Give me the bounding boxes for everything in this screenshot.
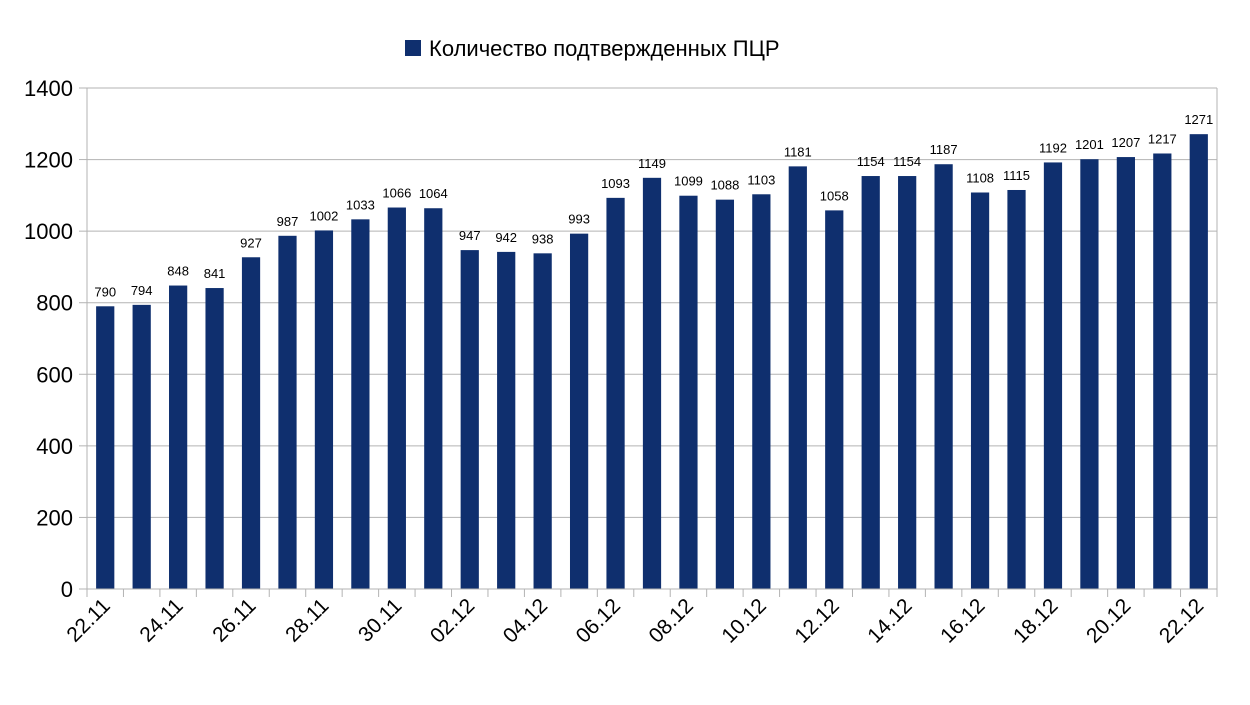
legend-swatch — [405, 40, 421, 56]
bar — [460, 250, 479, 589]
bar — [642, 177, 662, 589]
bar — [606, 197, 625, 590]
x-tick-label: 28.11 — [281, 594, 333, 646]
x-tick-label: 22.11 — [62, 594, 114, 646]
x-tick-label: 16.12 — [936, 594, 989, 647]
y-tick-label: 400 — [36, 434, 73, 459]
bar — [715, 199, 735, 589]
x-tick-label: 26.11 — [208, 594, 260, 646]
bar — [351, 219, 370, 590]
data-label: 1201 — [1075, 137, 1104, 152]
data-label: 1108 — [966, 170, 994, 185]
bar — [241, 257, 261, 589]
bar — [1116, 157, 1135, 590]
x-tick-label: 02.12 — [426, 594, 479, 647]
bars — [96, 134, 1208, 590]
y-axis: 0 200 400 600 800 1000 1200 1400 — [24, 76, 1218, 602]
data-label: 1271 — [1184, 112, 1213, 127]
x-tick-label: 04.12 — [499, 594, 552, 647]
data-label: 947 — [459, 228, 481, 243]
bar — [934, 164, 953, 589]
data-label: 1207 — [1111, 135, 1140, 150]
x-tick-label: 14.12 — [863, 594, 916, 647]
x-tick-label: 18.12 — [1009, 594, 1062, 647]
data-label: 1064 — [419, 186, 448, 201]
y-tick-label: 1200 — [24, 148, 73, 173]
bar — [1189, 134, 1208, 589]
data-label: 1154 — [857, 154, 885, 169]
data-label: 1099 — [674, 174, 703, 189]
data-label: 1103 — [747, 172, 775, 187]
bar — [424, 208, 443, 590]
bar — [679, 195, 698, 589]
data-label: 1149 — [638, 156, 666, 171]
y-tick-label: 0 — [61, 577, 73, 602]
x-tick-label: 22.12 — [1155, 594, 1208, 647]
x-tick-label: 24.11 — [135, 594, 187, 646]
x-tick-label: 10.12 — [717, 594, 770, 647]
data-label: 1217 — [1148, 131, 1177, 146]
data-label: 1115 — [1003, 168, 1030, 183]
data-label: 1088 — [710, 178, 739, 193]
bar — [752, 194, 771, 589]
data-label: 1033 — [346, 197, 375, 212]
bar — [96, 306, 115, 589]
data-label: 841 — [204, 266, 226, 281]
bar — [205, 288, 224, 589]
bar — [970, 192, 990, 589]
x-tick-label: 20.12 — [1082, 594, 1135, 647]
data-label: 1192 — [1039, 140, 1067, 155]
x-tick-label: 06.12 — [572, 594, 625, 647]
data-label: 1181 — [784, 144, 812, 159]
bar — [861, 176, 880, 590]
x-tick-label: 30.11 — [354, 594, 406, 646]
x-tick-label: 12.12 — [790, 594, 843, 647]
bar — [1080, 159, 1099, 590]
y-tick-label: 600 — [36, 362, 73, 387]
data-label: 1066 — [382, 186, 411, 201]
bar — [1007, 189, 1026, 589]
bar — [1153, 153, 1172, 589]
y-tick-label: 800 — [36, 291, 73, 316]
data-label: 1154 — [893, 154, 921, 169]
data-label: 790 — [94, 284, 116, 299]
data-label: 848 — [167, 264, 189, 279]
data-label: 1187 — [930, 142, 958, 157]
data-label: 938 — [532, 231, 554, 246]
bar — [788, 166, 807, 589]
data-label: 794 — [131, 283, 153, 298]
bar — [1043, 162, 1063, 590]
y-tick-label: 1000 — [24, 219, 73, 244]
legend: Количество подтвержденных ПЦР — [405, 36, 780, 61]
bar — [387, 207, 406, 589]
legend-label: Количество подтвержденных ПЦР — [429, 36, 780, 61]
data-labels: 790 794 848 841 927 987 1002 1033 1066 1064 947 942… — [94, 112, 1213, 299]
data-label: 1058 — [820, 188, 849, 203]
bar — [497, 251, 516, 590]
y-tick-label: 200 — [36, 505, 73, 530]
bar — [898, 176, 917, 590]
bar — [169, 285, 188, 589]
bar — [825, 210, 844, 589]
bar — [314, 230, 334, 590]
bar — [132, 304, 151, 589]
x-axis: 22.11 24.11 26.11 28.11 30.11 02.12 04.12 06.12… — [62, 588, 1218, 648]
data-label: 1093 — [601, 176, 630, 191]
data-label: 927 — [240, 235, 262, 250]
bar — [278, 235, 297, 590]
data-label: 993 — [568, 212, 590, 227]
bar — [569, 233, 589, 589]
y-tick-label: 1400 — [24, 76, 73, 101]
data-label: 1002 — [309, 208, 338, 223]
bar — [533, 253, 552, 589]
x-tick-label: 08.12 — [645, 594, 698, 647]
data-label: 942 — [495, 230, 517, 245]
data-label: 987 — [277, 214, 299, 229]
